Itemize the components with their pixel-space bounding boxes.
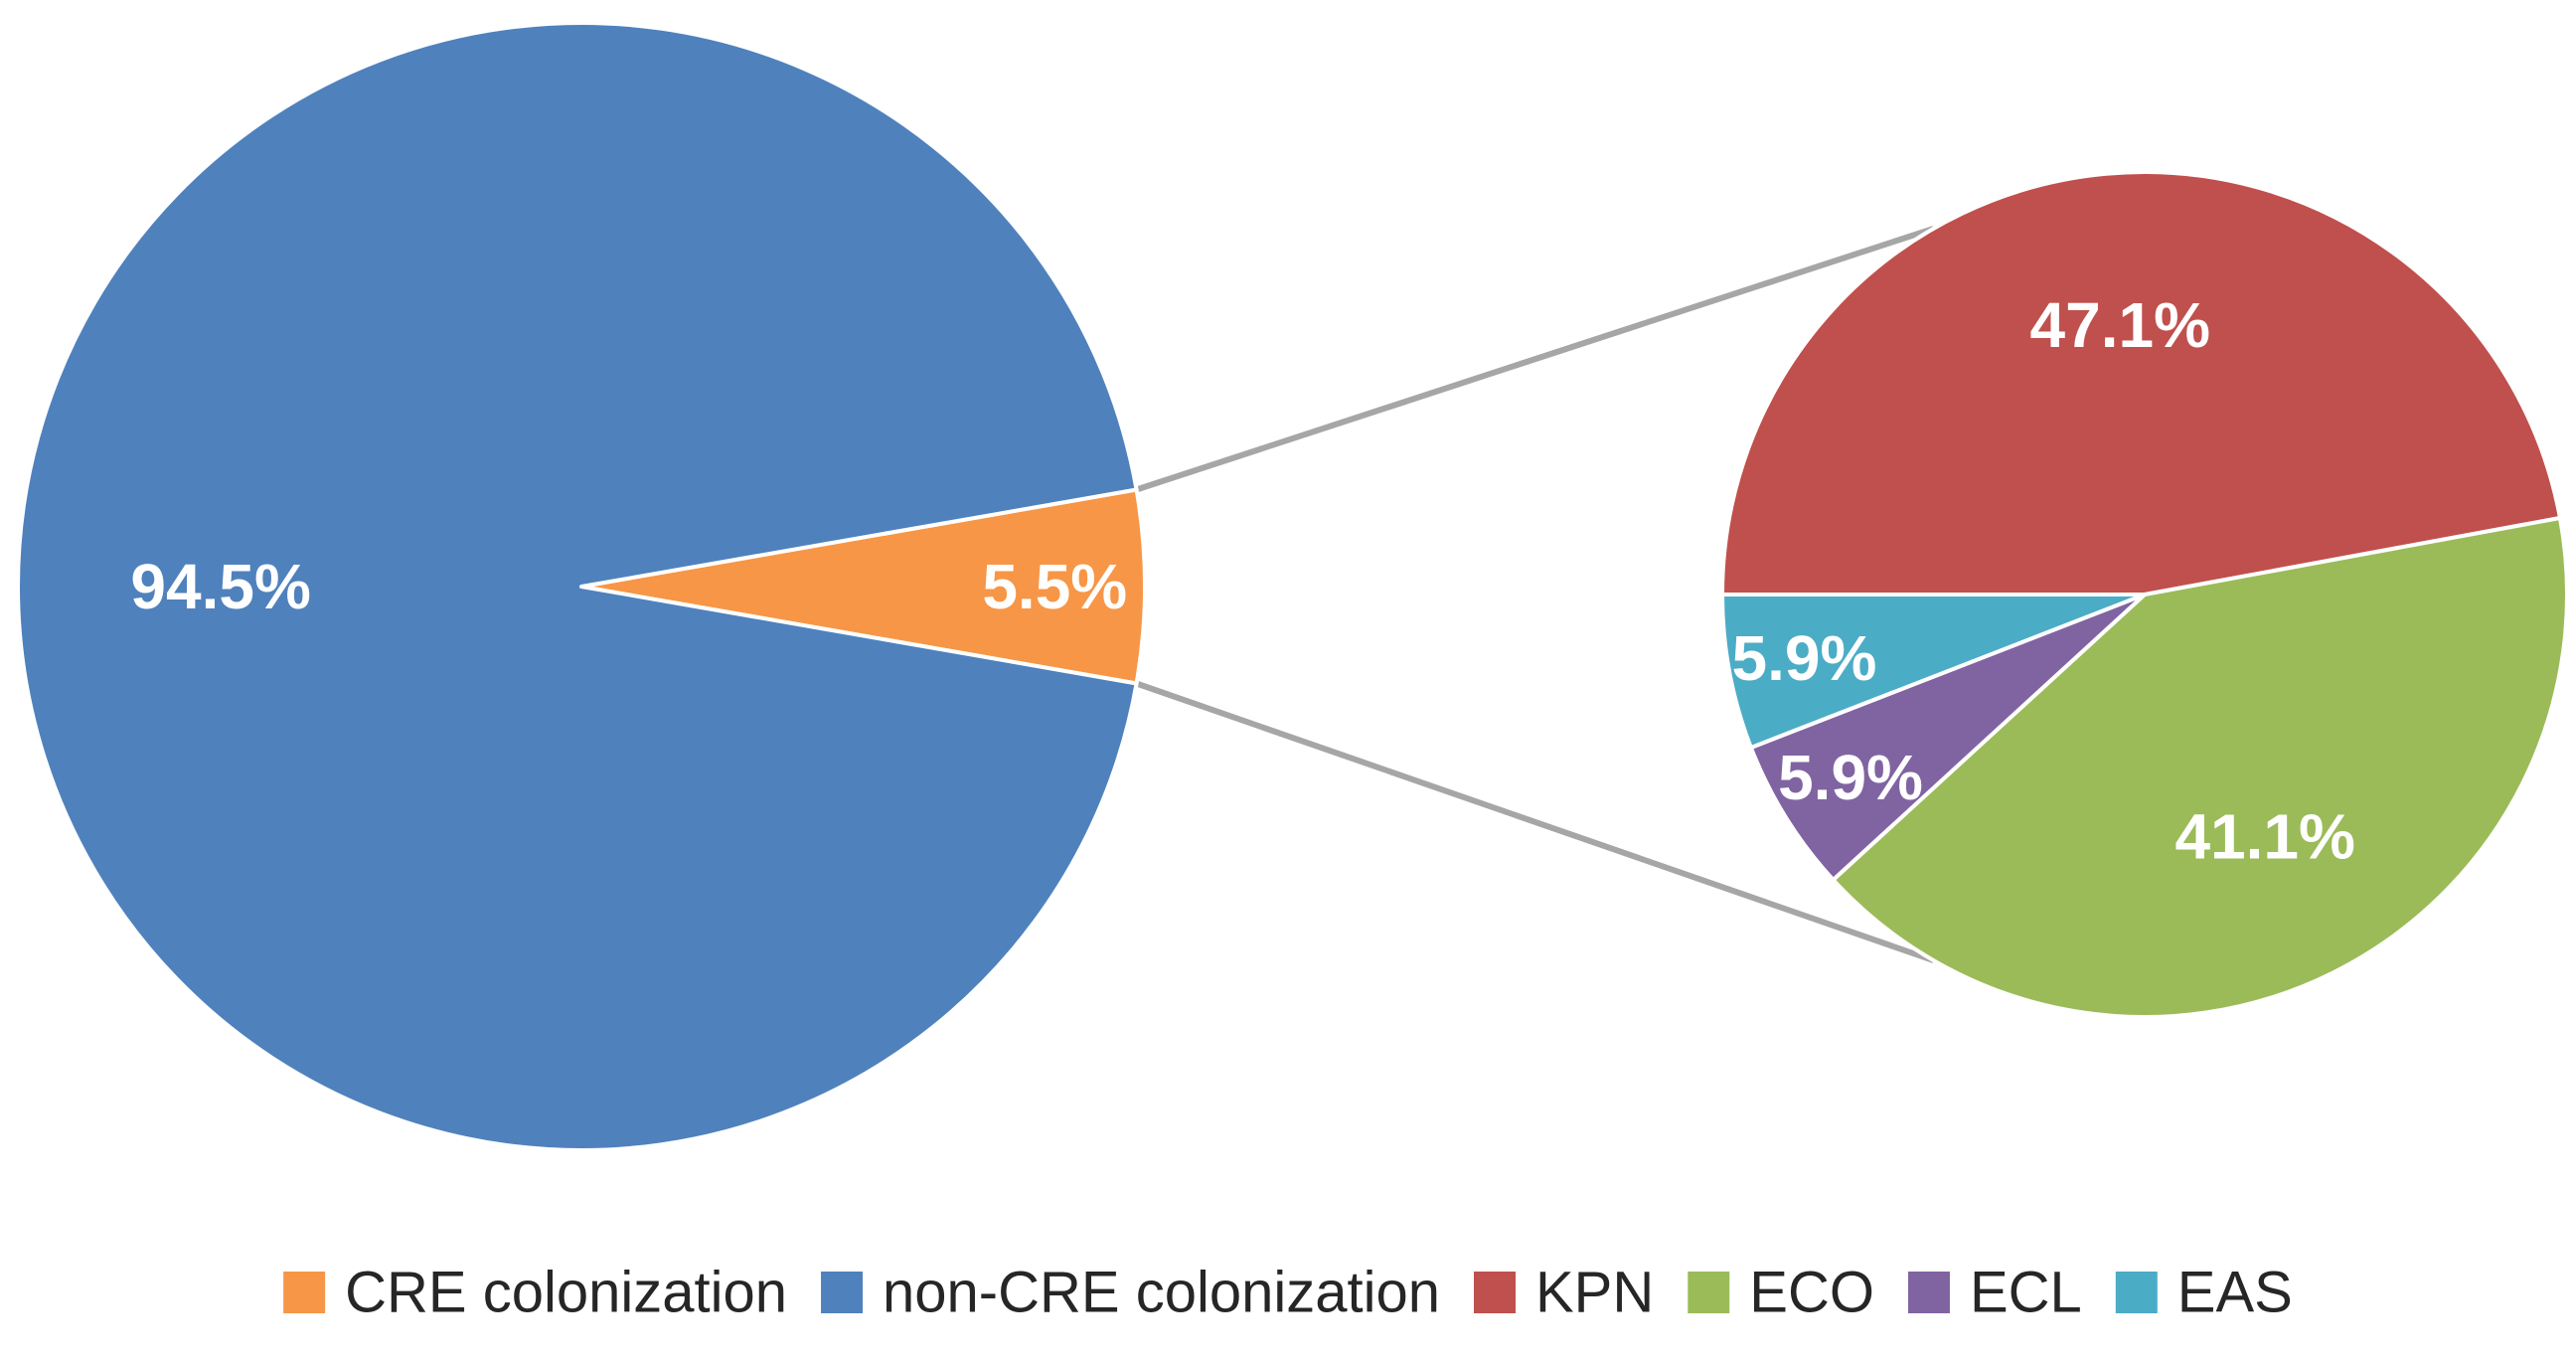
data-label-ecl: 5.9% <box>1778 742 1923 813</box>
legend-label-ecl: ECL <box>1970 1261 2082 1325</box>
main-pie: 5.5% 94.5% <box>16 21 1148 1152</box>
legend-label-non-cre-colonization: non-CRE colonization <box>883 1261 1440 1325</box>
data-label-non-cre-colonization: 94.5% <box>130 551 310 622</box>
connector-lines <box>1135 226 1935 963</box>
slice-eas <box>1720 593 2147 750</box>
legend-label-kpn: KPN <box>1535 1261 1654 1325</box>
slice-kpn <box>1720 170 2562 597</box>
legend-swatch-eco <box>1688 1272 1730 1313</box>
legend-label-eas: EAS <box>2177 1261 2293 1325</box>
slice-ecl <box>1748 593 2147 883</box>
legend-swatch-eas <box>2115 1272 2158 1313</box>
legend-swatch-ecl <box>1907 1272 1950 1313</box>
sub-pie: 47.1% 41.1% 5.9% 5.9% <box>1720 170 2569 1019</box>
legend-swatch-non-cre-colonization <box>821 1272 864 1313</box>
legend-swatch-cre-colonization <box>283 1272 326 1313</box>
data-label-cre-colonization: 5.5% <box>982 551 1127 622</box>
connector-line-bottom <box>1135 680 1935 963</box>
legend-label-eco: ECO <box>1749 1261 1874 1325</box>
data-label-eas: 5.9% <box>1732 622 1877 694</box>
data-label-kpn: 47.1% <box>2030 289 2210 361</box>
legend-swatch-kpn <box>1474 1272 1517 1313</box>
slice-non-cre-colonization <box>16 21 1139 1152</box>
slice-eco <box>1831 515 2569 1019</box>
legend-label-cre-colonization: CRE colonization <box>345 1261 787 1325</box>
connector-line-top <box>1135 226 1935 493</box>
data-label-eco: 41.1% <box>2174 801 2354 873</box>
legend: CRE colonization non-CRE colonization KPN E… <box>283 1261 2293 1325</box>
slice-cre-colonization <box>579 487 1148 686</box>
